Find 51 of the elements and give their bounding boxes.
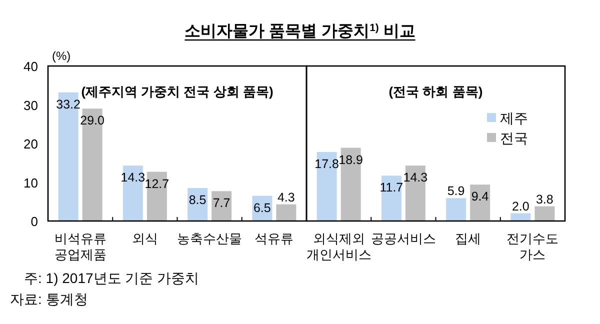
legend-label: 전국: [500, 130, 528, 146]
data-label: 12.7: [144, 176, 170, 191]
x-tick-label: 집세: [455, 231, 482, 246]
y-tick-label: 10: [24, 175, 38, 190]
x-tick-label: 외식제외 개인서비스: [306, 231, 372, 262]
y-tick-label: 40: [24, 59, 38, 74]
bar: [340, 148, 361, 221]
data-label: 5.9: [447, 184, 465, 198]
x-tick-label: 공공서비스: [370, 231, 436, 246]
bar: [405, 166, 426, 221]
bar: [82, 108, 102, 221]
y-tick-label: 0: [30, 214, 38, 229]
data-label: 33.2: [56, 97, 81, 112]
data-label: 2.0: [512, 199, 530, 214]
bar: [212, 191, 232, 221]
data-label: 17.8: [314, 157, 340, 172]
data-label: 14.3: [120, 170, 146, 185]
data-label: 7.7: [212, 196, 230, 210]
text: (제주지역 가중치 전국 상회 품목): [81, 84, 274, 99]
bar: [122, 166, 143, 221]
y-tick-label: 30: [24, 98, 38, 113]
data-label: 8.5: [188, 193, 206, 208]
bar: [446, 198, 466, 221]
data-label: 11.7: [380, 180, 404, 195]
bar: [510, 213, 531, 221]
bar: [58, 92, 78, 221]
bar: [381, 176, 402, 221]
x-tick-label: 전기수도 가스: [506, 231, 559, 262]
text: 주: 1) 2017년도 기준 가중치: [24, 270, 200, 286]
x-tick-label: 석유류: [254, 231, 294, 246]
data-label: 18.9: [338, 152, 364, 167]
bar: [146, 172, 167, 221]
data-label: 3.8: [536, 192, 554, 206]
bar: [276, 204, 296, 221]
bar: [534, 206, 555, 221]
data-label: 29.0: [80, 114, 105, 128]
bar: [316, 152, 337, 221]
data-label: 9.4: [471, 190, 489, 204]
bar: [470, 184, 490, 221]
data-label: 14.3: [403, 170, 428, 185]
y-tick-label: 20: [24, 136, 38, 152]
data-label: 6.5: [253, 200, 271, 215]
legend-label: 제주: [500, 110, 528, 126]
text: (전국 하회 품목): [388, 84, 483, 99]
data-label: 4.3: [277, 190, 295, 204]
text: 자료: 통계청: [10, 291, 88, 307]
y-axis-title: (%): [52, 49, 71, 63]
x-tick-label: 비석유류 공업제품: [54, 231, 106, 262]
x-tick-label: 외식: [132, 231, 158, 246]
x-tick-label: 농축수산물: [177, 231, 242, 246]
chart-title: 소비자물가 품목별 가중치$^{1)}$ 비교: [184, 22, 416, 40]
